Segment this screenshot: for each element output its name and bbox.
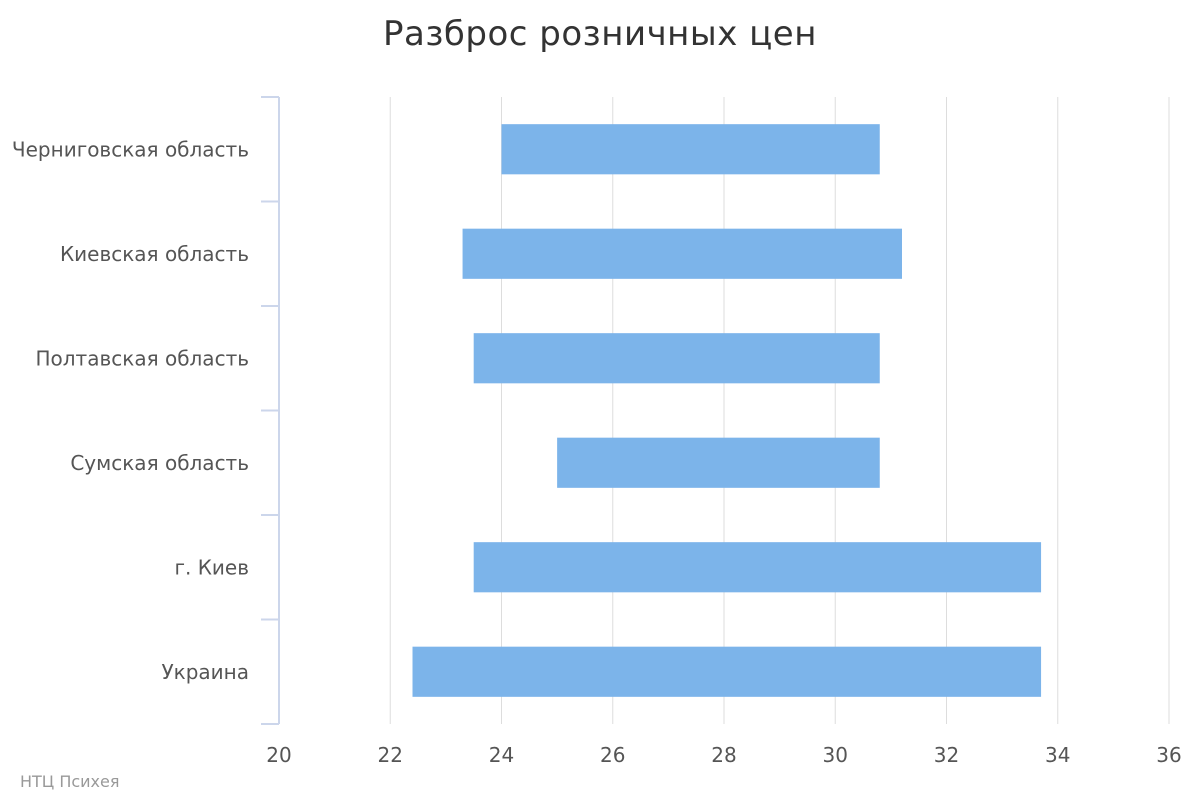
category-labels: Черниговская область Киевская область Полт…	[12, 137, 249, 684]
x-tick-label-28: 28	[711, 743, 736, 767]
bar-3	[557, 437, 880, 488]
x-tick-label-34: 34	[1045, 743, 1070, 767]
grid-lines	[389, 97, 1170, 724]
x-tick-label-26: 26	[600, 743, 625, 767]
category-label-1: Киевская область	[60, 242, 249, 266]
x-tick-label-36: 36	[1156, 743, 1181, 767]
bar-2	[473, 333, 880, 384]
category-label-4: г. Киев	[174, 555, 249, 579]
category-label-3: Сумская область	[70, 451, 249, 475]
category-label-5: Украина	[161, 660, 249, 684]
x-tick-label-20: 20	[266, 743, 291, 767]
category-axis	[261, 96, 280, 725]
bars	[412, 124, 1042, 697]
x-tick-label-32: 32	[934, 743, 959, 767]
x-tick-label-24: 24	[489, 743, 514, 767]
x-tick-label-22: 22	[378, 743, 403, 767]
x-tick-label-30: 30	[823, 743, 848, 767]
category-label-0: Черниговская область	[12, 137, 249, 161]
bar-5	[412, 646, 1042, 697]
source-credit: НТЦ Психея	[20, 772, 120, 791]
x-tick-labels: 20 22 24 26 28 30 32 34 36	[266, 743, 1181, 767]
bar-4	[473, 542, 1042, 593]
chart-title: Разброс розничных цен	[383, 14, 817, 54]
bar-1	[462, 228, 902, 279]
category-label-2: Полтавская область	[35, 346, 249, 370]
bar-0	[501, 124, 880, 175]
